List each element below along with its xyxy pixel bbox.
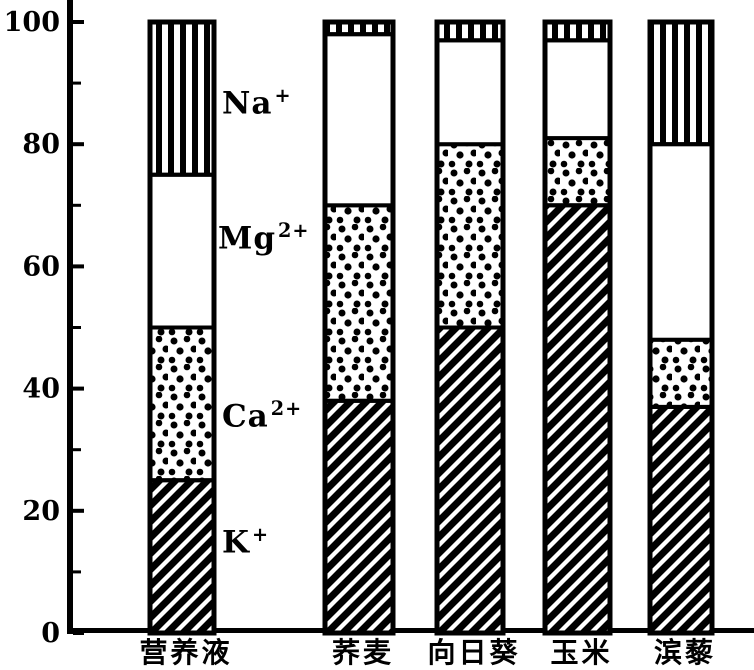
- bar-segment-2-3: [435, 20, 505, 43]
- bar-segment-2-2: [435, 38, 505, 147]
- bar-segment-0-2: [148, 172, 216, 330]
- x-category-label: 滨藜: [654, 636, 716, 669]
- bar-segment-2-0: [435, 325, 505, 635]
- y-tick-label: 40: [22, 374, 60, 405]
- bar-segment-3-2: [543, 38, 612, 141]
- y-tick-label: 0: [41, 618, 60, 649]
- bar-segment-4-3: [648, 20, 714, 147]
- bar-outline: [647, 19, 715, 636]
- y-major-tick: [73, 508, 84, 513]
- ion-symbol: Na: [222, 85, 273, 122]
- x-category-label: 向日葵: [427, 636, 520, 669]
- bar-segment-3-3: [543, 20, 612, 43]
- y-minor-tick: [73, 203, 81, 207]
- bar-segment-1-0: [323, 398, 395, 635]
- ion-symbol: Mg: [218, 220, 276, 257]
- bar-segment-0-3: [148, 20, 216, 177]
- y-tick-label: 60: [22, 251, 60, 282]
- bar-outline: [322, 19, 396, 636]
- y-major-tick: [73, 386, 84, 391]
- bar-segment-1-2: [323, 32, 395, 208]
- y-major-tick: [73, 142, 84, 147]
- y-major-tick: [73, 20, 84, 24]
- ion-symbol: Ca: [222, 398, 269, 435]
- y-major-tick: [73, 264, 84, 269]
- ion-charge: 2+: [278, 219, 310, 242]
- y-tick-label: 100: [4, 7, 60, 38]
- y-minor-tick: [73, 448, 81, 452]
- legend-label-na: Na +: [222, 86, 292, 119]
- bar-segment-4-1: [648, 337, 714, 409]
- y-tick-label: 80: [22, 129, 60, 160]
- ion-charge: +: [251, 523, 270, 546]
- y-minor-tick: [73, 81, 81, 85]
- legend-label-ca: Ca 2+: [222, 399, 302, 432]
- bar-segment-4-2: [648, 142, 714, 342]
- legend-label-mg: Mg 2+: [218, 221, 309, 254]
- y-axis-line: [67, 0, 73, 634]
- y-minor-tick: [73, 326, 81, 329]
- bar-outline: [434, 19, 506, 636]
- bar-segment-1-1: [323, 203, 395, 403]
- bar-segment-3-1: [543, 136, 612, 208]
- ion-charge: +: [274, 84, 292, 107]
- x-category-label: 荞麦: [332, 636, 394, 669]
- bar-segment-2-1: [435, 142, 505, 330]
- bar-outline: [147, 19, 217, 636]
- x-axis-line: [67, 628, 754, 633]
- legend-label-k: K +: [222, 525, 269, 558]
- ion-charge: 2+: [270, 397, 303, 420]
- y-major-tick: [73, 631, 84, 635]
- bar-segment-0-1: [148, 325, 216, 483]
- ion-symbol: K: [222, 524, 250, 561]
- x-category-label: 玉米: [550, 636, 612, 669]
- bar-segment-0-0: [148, 478, 216, 635]
- bar-outline: [542, 19, 613, 636]
- bar-segment-3-0: [543, 203, 612, 636]
- y-minor-tick: [73, 570, 81, 574]
- y-tick-label: 20: [22, 496, 60, 527]
- bar-segment-4-0: [648, 404, 714, 635]
- x-category-label: 营养液: [139, 636, 232, 669]
